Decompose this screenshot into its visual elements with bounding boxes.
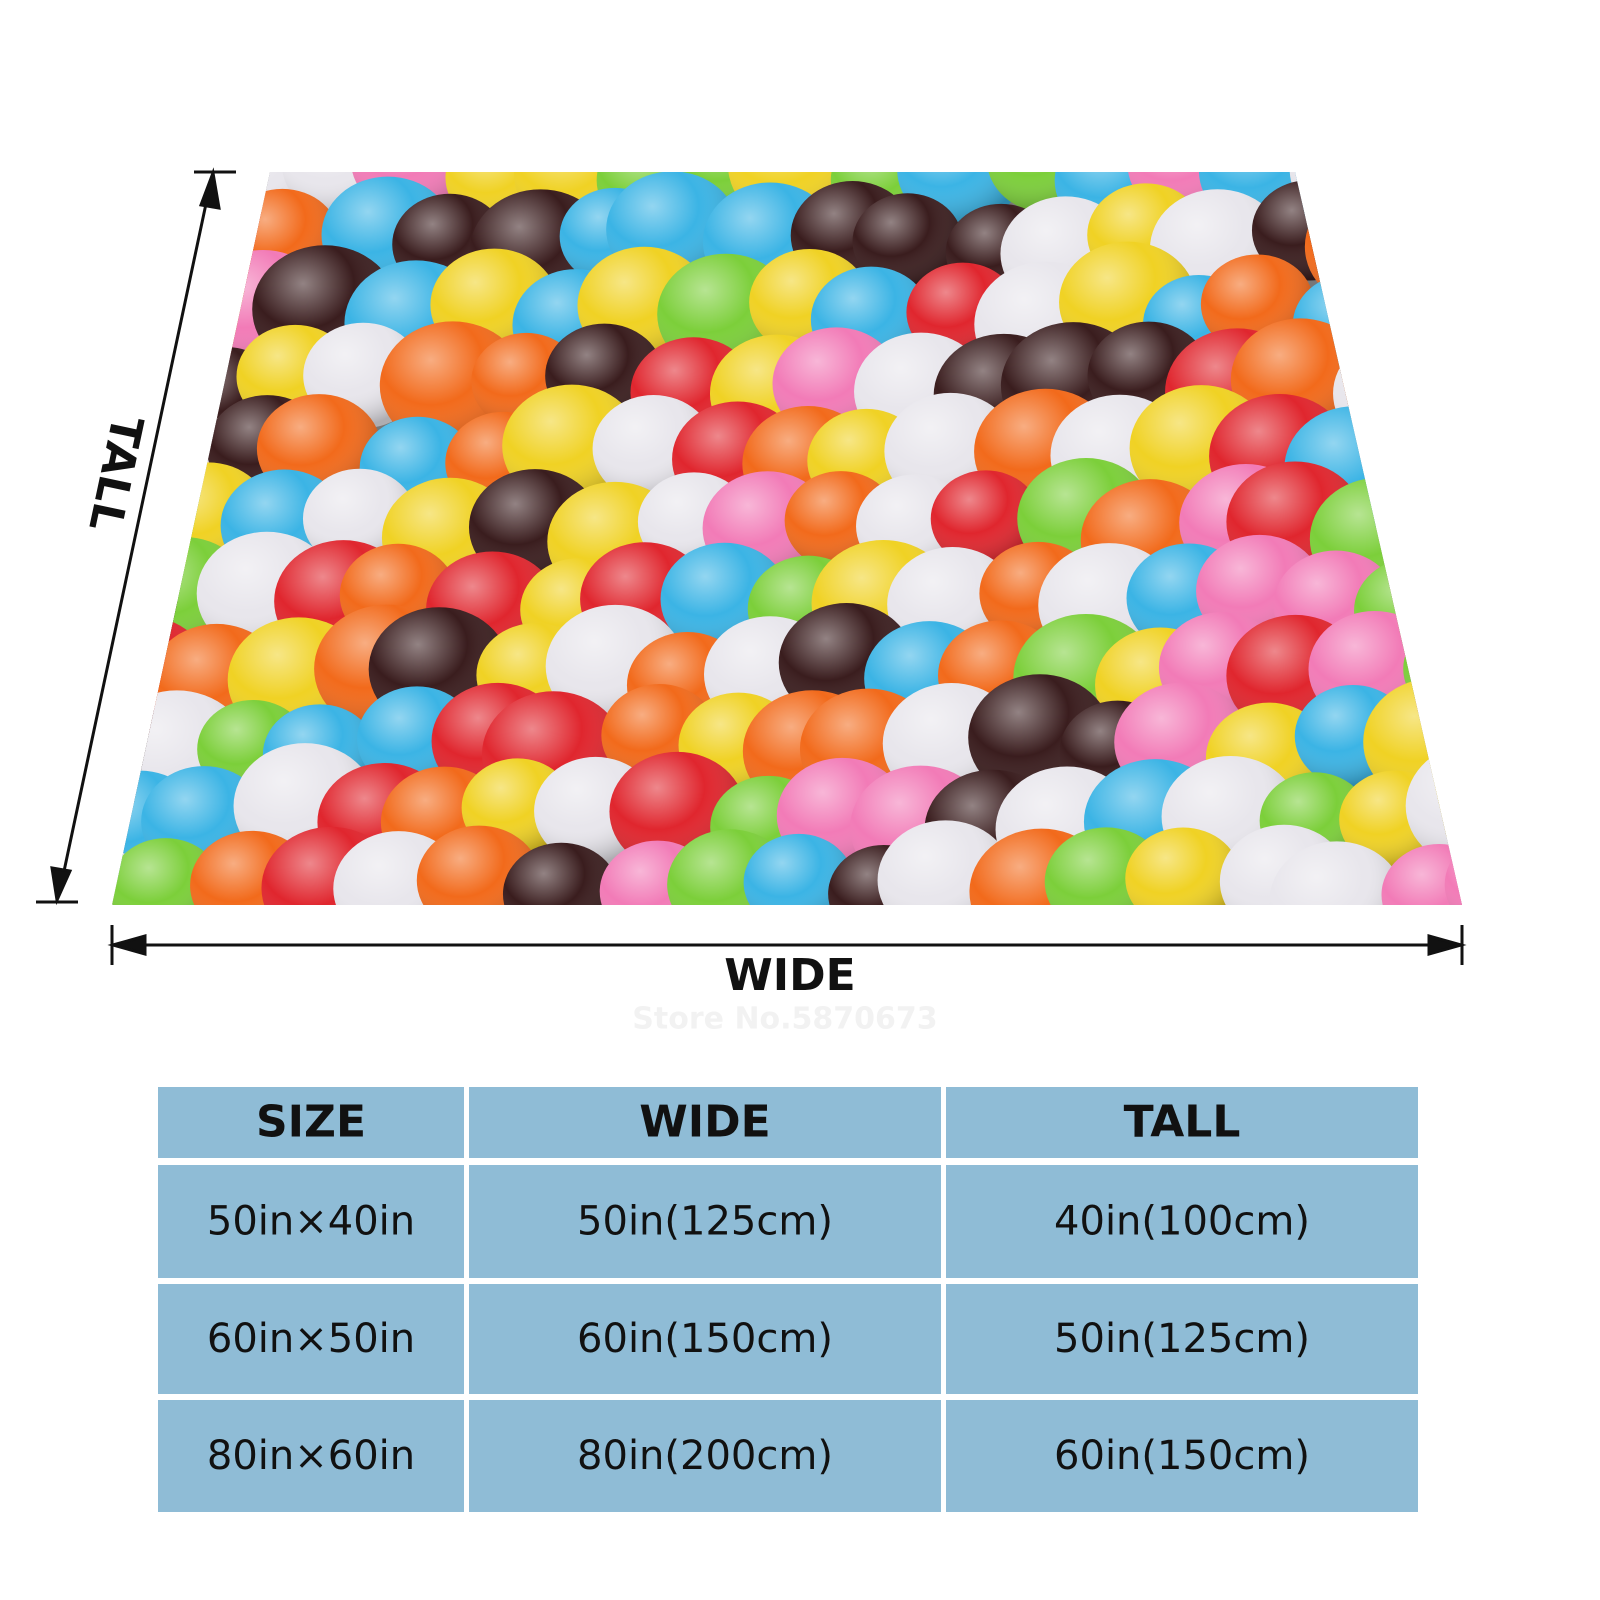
candy <box>1429 539 1462 650</box>
size-table: SIZE WIDE TALL 50in×40in 50in(125cm) 40in(100… <box>158 1087 1418 1512</box>
table-cell <box>946 1165 1418 1278</box>
cell-text: 80in(200cm) <box>577 1433 833 1479</box>
candy <box>1289 172 1431 232</box>
candy <box>1449 172 1462 228</box>
candy <box>1473 764 1600 890</box>
tall-label: TALL <box>78 411 152 536</box>
header-text: WIDE <box>639 1097 770 1148</box>
candy-shine <box>1357 266 1462 371</box>
arrow-head <box>198 167 221 210</box>
cell-text: 50in(125cm) <box>1054 1316 1310 1362</box>
table-cell <box>158 1400 464 1512</box>
arrow-line <box>58 184 212 891</box>
candy-shine <box>1487 321 1600 440</box>
candy-shine <box>1289 172 1431 232</box>
candy <box>1428 689 1462 802</box>
table-cell <box>469 1284 941 1394</box>
watermark: Store No.5870673 <box>632 1002 937 1037</box>
candy-shine <box>1451 252 1462 372</box>
candy-shine <box>1403 186 1462 316</box>
candy-shine <box>1395 322 1462 447</box>
candy-shine <box>743 833 854 905</box>
table-cell <box>158 1284 464 1394</box>
candy-shine <box>852 193 963 291</box>
candy-shine <box>112 172 146 234</box>
candy <box>1490 478 1600 591</box>
header-cell <box>946 1087 1418 1158</box>
table-cell <box>158 1165 464 1278</box>
arrow-head <box>107 934 147 956</box>
candy <box>1444 833 1462 905</box>
candy-shine <box>1491 188 1600 293</box>
cell-text: 60in×50in <box>207 1316 415 1362</box>
candy-shine <box>1125 827 1241 905</box>
candy-shine <box>1404 472 1462 578</box>
candy-shine <box>1365 172 1462 227</box>
header-text: SIZE <box>256 1097 366 1148</box>
candy-shine <box>1477 621 1600 734</box>
header-cell <box>158 1087 464 1158</box>
candy-shine <box>1403 619 1462 719</box>
wide-arrow <box>107 925 1467 965</box>
candy <box>1451 252 1462 372</box>
candy-shine <box>1375 398 1462 500</box>
candy <box>112 172 146 234</box>
candy-shine <box>1490 478 1600 591</box>
candy-shine <box>1461 397 1462 497</box>
cell-text: 80in×60in <box>207 1433 415 1479</box>
candy-shine <box>416 825 542 905</box>
table-cell <box>469 1400 941 1512</box>
candy-shine <box>1269 841 1404 905</box>
candy <box>1404 472 1462 578</box>
table-cell <box>946 1400 1418 1512</box>
table-cell <box>946 1284 1418 1394</box>
candy-shine <box>877 820 1014 905</box>
candy-shine <box>1304 184 1447 310</box>
candy-pattern <box>112 172 1600 905</box>
candy <box>1395 322 1462 447</box>
cell-text: 60in(150cm) <box>577 1316 833 1362</box>
candy <box>1461 397 1462 497</box>
candy <box>1487 321 1600 440</box>
candy <box>1403 619 1462 719</box>
candy-shine <box>1381 844 1462 905</box>
tall-arrow <box>36 167 236 906</box>
arrow-head <box>1427 934 1467 956</box>
candy <box>1365 172 1462 227</box>
candy-shine <box>1428 689 1462 802</box>
candy-shine <box>1449 172 1462 228</box>
header-text: TALL <box>1124 1097 1241 1148</box>
candy-shine <box>1444 833 1462 905</box>
candy-shine <box>1473 764 1600 890</box>
candy-shine <box>930 470 1041 568</box>
candy <box>1477 621 1600 734</box>
candy-shine <box>1429 539 1462 650</box>
cell-text: 40in(100cm) <box>1054 1199 1310 1245</box>
candy <box>1491 188 1600 293</box>
cell-text: 50in×40in <box>207 1199 415 1245</box>
candy-shine <box>112 838 223 905</box>
candy <box>1304 184 1447 310</box>
candy <box>1375 398 1462 500</box>
candy-shine <box>112 184 203 292</box>
table-cell <box>469 1165 941 1278</box>
candy <box>112 259 171 364</box>
candy <box>1403 186 1462 316</box>
arrow-head <box>50 866 73 906</box>
header-cell <box>469 1087 941 1158</box>
cell-text: 50in(125cm) <box>577 1199 833 1245</box>
candy-shine <box>502 842 620 905</box>
wide-label: WIDE <box>724 950 855 1001</box>
candy <box>1357 266 1462 371</box>
candy <box>112 184 203 292</box>
candy-shine <box>112 259 171 364</box>
cell-text: 60in(150cm) <box>1054 1433 1310 1479</box>
